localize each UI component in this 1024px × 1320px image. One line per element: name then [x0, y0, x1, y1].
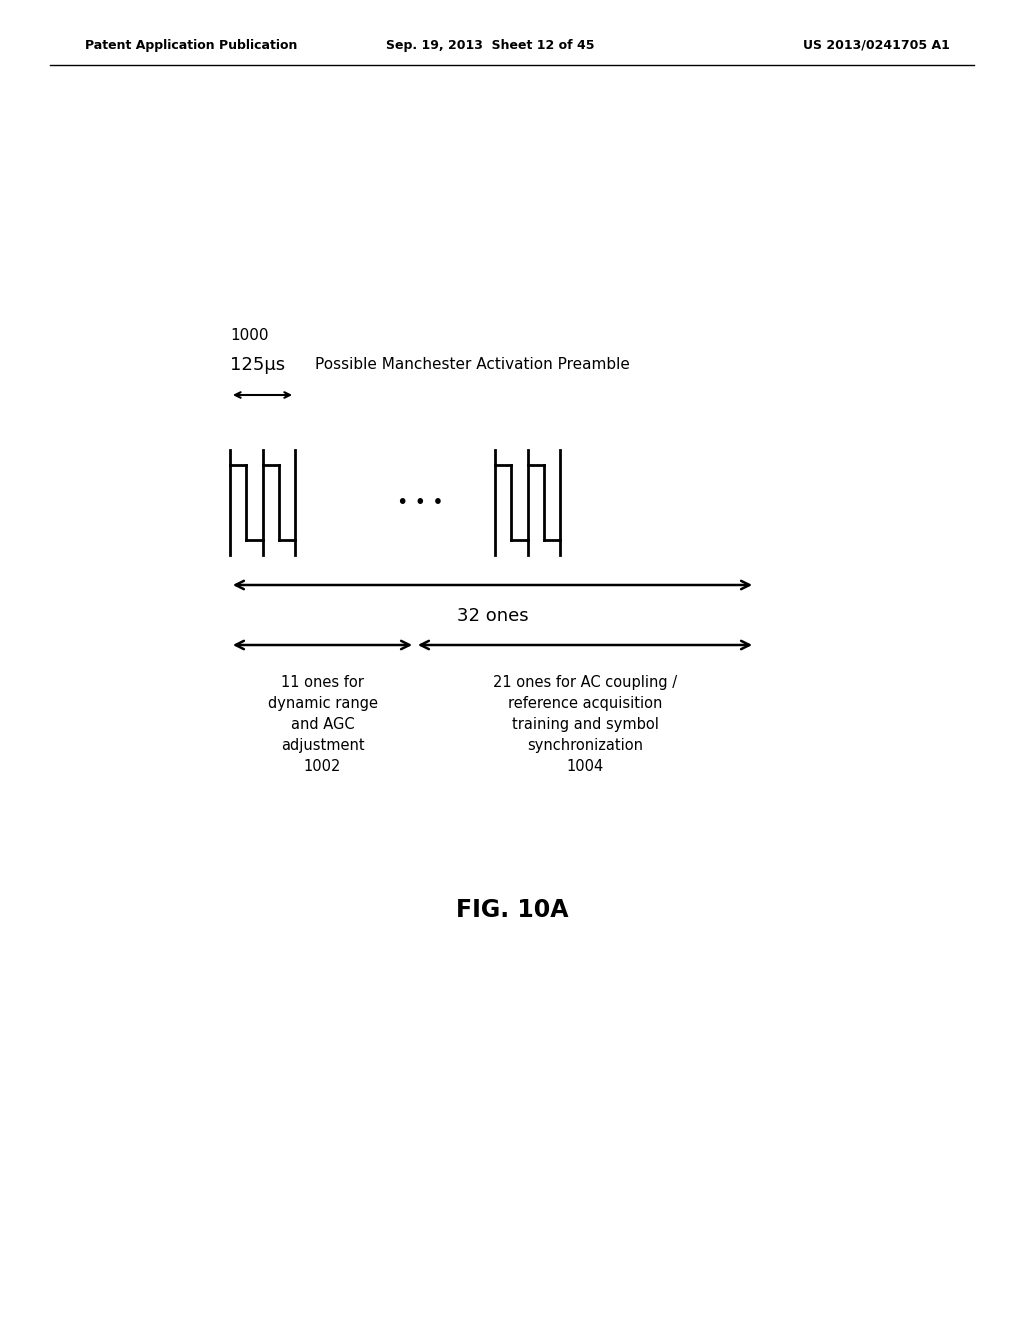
Text: Sep. 19, 2013  Sheet 12 of 45: Sep. 19, 2013 Sheet 12 of 45 [386, 38, 594, 51]
Text: • • •: • • • [396, 492, 443, 512]
Text: Possible Manchester Activation Preamble: Possible Manchester Activation Preamble [315, 358, 630, 372]
Text: 32 ones: 32 ones [457, 607, 528, 624]
Text: 125μs: 125μs [230, 356, 285, 374]
Text: FIG. 10A: FIG. 10A [456, 898, 568, 921]
Text: 21 ones for AC coupling /
reference acquisition
training and symbol
synchronizat: 21 ones for AC coupling / reference acqu… [493, 675, 677, 774]
Text: US 2013/0241705 A1: US 2013/0241705 A1 [803, 38, 950, 51]
Text: Patent Application Publication: Patent Application Publication [85, 38, 297, 51]
Text: 11 ones for
dynamic range
and AGC
adjustment
1002: 11 ones for dynamic range and AGC adjust… [267, 675, 378, 774]
Text: 1000: 1000 [230, 327, 268, 342]
